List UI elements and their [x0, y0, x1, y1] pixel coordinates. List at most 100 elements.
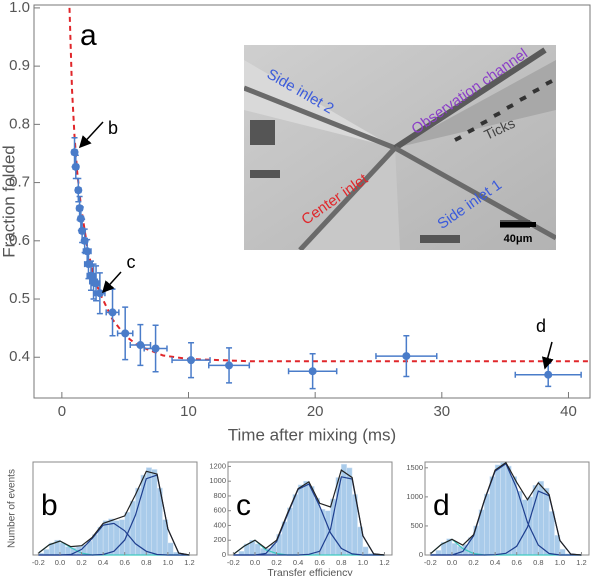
x-tick-label: 0.2 [468, 558, 478, 567]
histogram-bar [297, 484, 304, 556]
y-tick-label: 0.9 [9, 57, 30, 74]
y-tick-label: 0.6 [9, 232, 30, 249]
y-tick-label: 0.7 [9, 174, 30, 191]
y-axis-label: Fraction folded [0, 145, 18, 257]
histogram-bar [484, 493, 490, 556]
surface [244, 60, 395, 148]
point [136, 341, 145, 350]
fit-curve [430, 461, 582, 556]
point [70, 148, 79, 157]
histogram-bar [511, 476, 517, 556]
y-tick-label: 500 [410, 521, 423, 530]
histogram-bar [505, 465, 512, 556]
x-tick-label: 40 [560, 403, 577, 420]
histogram-bar [494, 464, 501, 556]
channel [393, 47, 547, 151]
point [83, 247, 92, 256]
point [544, 370, 553, 379]
point [75, 204, 84, 213]
histogram-bar [102, 520, 109, 556]
y-tick-label: 0.5 [9, 290, 30, 307]
ticks-marks [454, 79, 553, 142]
histogram-bar [119, 519, 125, 556]
x-tick-label: 0.0 [55, 558, 65, 567]
y-tick-label: 1200 [209, 461, 226, 470]
x-tick-label: -0.2 [227, 558, 240, 567]
point [71, 162, 80, 171]
y-tick-label: 0 [419, 550, 423, 559]
x-tick-label: 20 [307, 403, 324, 420]
y-tick-label: 1.0 [9, 0, 30, 16]
point [308, 367, 317, 376]
x-tick-label: 1.2 [379, 558, 389, 567]
x-tick-label: 0.4 [490, 558, 500, 567]
x-tick-label: 0.8 [141, 558, 151, 567]
histogram-bar [43, 549, 50, 556]
y-axis-label: Number of events [7, 469, 18, 548]
histogram-bar [346, 467, 353, 556]
x-tick-label: 1.0 [358, 558, 368, 567]
x-tick-label: 0.4 [293, 558, 303, 567]
micrograph [244, 45, 556, 250]
x-tick-label: 1.2 [576, 558, 586, 567]
annotation: b [108, 118, 118, 138]
panel-label: d [433, 489, 450, 522]
plot-frame [33, 4, 591, 399]
histogram-bar [308, 486, 315, 556]
x-tick-label: 0.6 [119, 558, 129, 567]
x-tick-label: 0 [58, 403, 66, 420]
point [187, 356, 196, 365]
y-tick-label: 0.4 [9, 348, 30, 365]
x-tick-label: 10 [180, 403, 197, 420]
y-tick-label: 0 [222, 550, 226, 559]
histogram-bar [146, 467, 152, 556]
x-tick-label: 0.8 [533, 558, 543, 567]
histogram-bar [151, 469, 158, 556]
x-tick-label: 1.2 [184, 558, 194, 567]
point [225, 361, 234, 370]
panel-label: a [80, 19, 97, 52]
x-tick-label: 0.4 [98, 558, 108, 567]
histogram-bar [303, 480, 310, 556]
annotation: d [536, 316, 546, 336]
point [402, 352, 411, 361]
y-tick-label: 600 [213, 506, 226, 515]
x-tick-label: 0.8 [336, 558, 346, 567]
panel-label: c [236, 489, 251, 522]
point [74, 186, 83, 195]
histogram-bar [500, 462, 507, 556]
channel [298, 146, 397, 250]
annotation-arrow [78, 121, 104, 149]
point [92, 279, 101, 288]
point [151, 344, 160, 353]
x-tick-label: 0.2 [271, 558, 281, 567]
histogram-bar [65, 546, 72, 556]
point [108, 308, 117, 317]
channel [244, 85, 396, 151]
inset-micrograph: Side inlet 2 Observation channel Ticks C… [244, 45, 556, 250]
annotation: c [127, 252, 136, 272]
point [95, 289, 104, 298]
histogram-bar [489, 476, 496, 556]
x-tick-label: 30 [433, 403, 450, 420]
annotation-arrow [541, 341, 554, 370]
y-tick-label: 800 [213, 491, 226, 500]
y-tick-label: 400 [213, 520, 226, 529]
x-axis-label: Transfer efficiency [267, 567, 353, 576]
x-tick-label: 1.0 [555, 558, 565, 567]
x-tick-label: -0.2 [424, 558, 437, 567]
fit-curve [38, 470, 190, 556]
y-tick-label: 1000 [406, 492, 423, 501]
x-tick-label: 0.2 [76, 558, 86, 567]
histogram-bar [167, 542, 174, 556]
histogram-bar [254, 543, 261, 556]
histogram-bar [548, 511, 555, 556]
histogram-bar [435, 550, 442, 556]
y-tick-label: 200 [213, 535, 226, 544]
histogram-bar [129, 500, 136, 556]
panel-label: b [41, 489, 58, 522]
annotation-arrow [101, 271, 122, 294]
y-tick-label: 0.8 [9, 115, 30, 132]
x-tick-label: -0.2 [32, 558, 45, 567]
